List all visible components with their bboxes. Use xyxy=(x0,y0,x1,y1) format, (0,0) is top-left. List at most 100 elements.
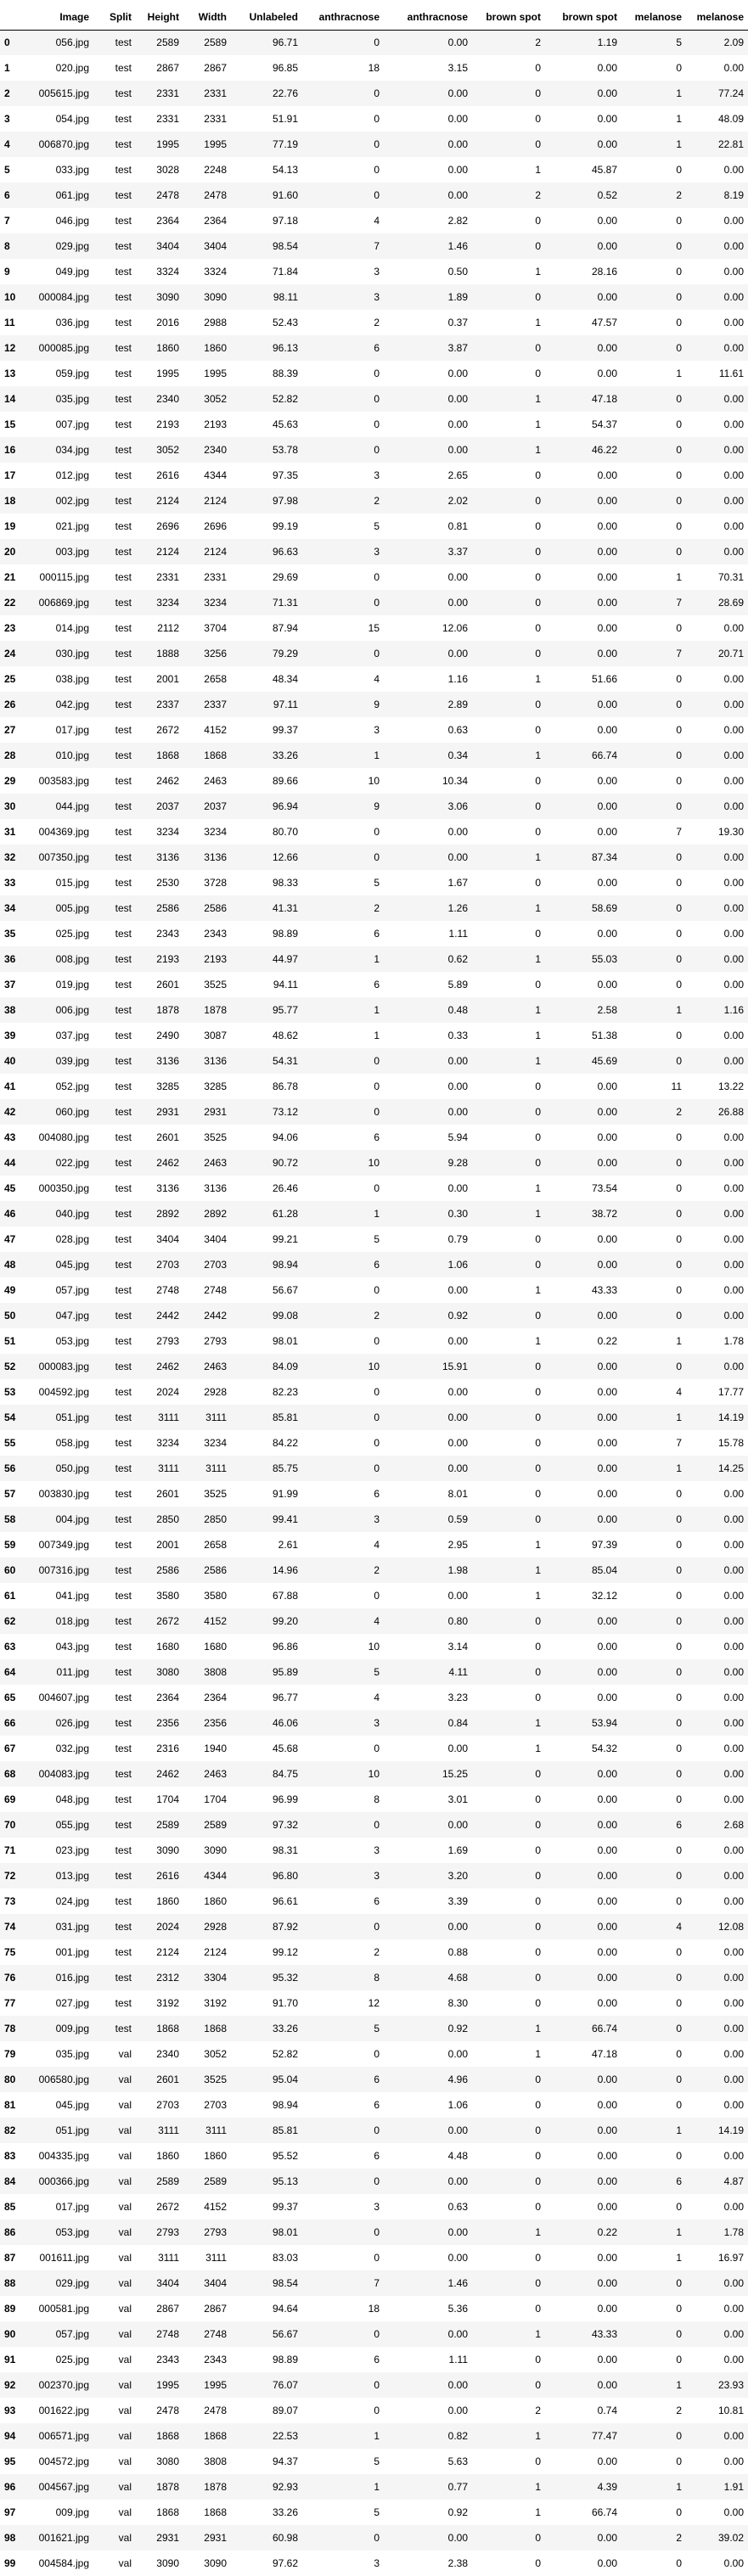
row-index: 14 xyxy=(4,393,16,405)
cell-width: 1995 xyxy=(204,368,227,379)
cell-melanose-percent: 0.00 xyxy=(723,1361,744,1372)
cell-brown-spot-count: 0 xyxy=(535,520,541,532)
cell-brown-spot-percent: 51.38 xyxy=(591,1030,617,1041)
cell-unlabeled: 96.80 xyxy=(272,1870,298,1882)
cell-image: 029.jpg xyxy=(55,2277,89,2289)
cell-split: test xyxy=(115,1080,132,1092)
cell-anthracnose-percent: 1.06 xyxy=(447,1259,468,1271)
cell-height: 3285 xyxy=(156,1080,179,1092)
cell-melanose-count: 0 xyxy=(676,418,682,430)
table-row: 8 029.jpg test 3404 3404 98.54 7 1.46 0 0.00 0 0.00 xyxy=(0,233,748,259)
cell-brown-spot-count: 1 xyxy=(535,444,541,456)
cell-anthracnose-percent: 0.63 xyxy=(447,724,468,736)
cell-anthracnose-percent: 0.80 xyxy=(447,1615,468,1627)
cell-width: 1878 xyxy=(204,2481,227,2493)
cell-melanose-percent: 0.00 xyxy=(723,240,744,252)
row-index: 58 xyxy=(4,1513,16,1525)
table-row: 94 006571.jpg val 1868 1868 22.53 1 0.82 1 77.47 0… xyxy=(0,2423,748,2449)
cell-anthracnose-percent: 0.79 xyxy=(447,1233,468,1245)
cell-image: 007316.jpg xyxy=(38,1564,89,1576)
cell-anthracnose-count: 0 xyxy=(374,2328,380,2340)
cell-split: test xyxy=(115,1386,132,1398)
table-row: 19 021.jpg test 2696 2696 99.19 5 0.81 0 0.00 0 0.0… xyxy=(0,514,748,539)
header-anthracnose-percent: anthracnose xyxy=(384,4,472,31)
cell-split: test xyxy=(115,902,132,914)
cell-split: test xyxy=(115,1870,132,1882)
cell-brown-spot-count: 0 xyxy=(535,1870,541,1882)
cell-image: 002370.jpg xyxy=(38,2379,89,2391)
cell-unlabeled: 94.11 xyxy=(273,979,298,991)
cell-height: 2696 xyxy=(156,520,179,532)
cell-anthracnose-count: 2 xyxy=(374,1946,380,1958)
cell-brown-spot-count: 0 xyxy=(535,62,541,74)
cell-image: 038.jpg xyxy=(55,673,89,685)
cell-brown-spot-count: 1 xyxy=(535,749,541,761)
table-row: 17 012.jpg test 2616 4344 97.35 3 2.65 0 0.00 0 0.0… xyxy=(0,463,748,488)
table-row: 66 026.jpg test 2356 2356 46.06 3 0.84 1 53.94 0 0.… xyxy=(0,1710,748,1736)
cell-melanose-percent: 0.00 xyxy=(723,2048,744,2060)
cell-anthracnose-percent: 1.46 xyxy=(447,240,468,252)
cell-brown-spot-percent: 0.00 xyxy=(597,1233,617,1245)
cell-width: 3304 xyxy=(204,1972,227,1984)
cell-split: test xyxy=(115,546,132,558)
cell-anthracnose-count: 2 xyxy=(374,902,380,914)
table-row: 3 054.jpg test 2331 2331 51.91 0 0.00 0 0.00 1 48.0… xyxy=(0,106,748,132)
cell-unlabeled: 95.52 xyxy=(272,2150,298,2162)
table-row: 30 044.jpg test 2037 2037 96.94 9 3.06 0 0.00 0 0.0… xyxy=(0,794,748,819)
cell-anthracnose-count: 10 xyxy=(368,1361,380,1372)
table-row: 13 059.jpg test 1995 1995 88.39 0 0.00 0 0.00 1 11.… xyxy=(0,361,748,386)
cell-image: 048.jpg xyxy=(55,1793,89,1805)
table-row: 51 053.jpg test 2793 2793 98.01 0 0.00 1 0.22 1 1.7… xyxy=(0,1328,748,1354)
cell-anthracnose-percent: 1.89 xyxy=(447,291,468,303)
cell-melanose-percent: 0.00 xyxy=(723,1513,744,1525)
cell-anthracnose-count: 15 xyxy=(368,622,380,634)
cell-anthracnose-count: 0 xyxy=(374,1743,380,1754)
cell-anthracnose-count: 4 xyxy=(374,215,380,227)
cell-unlabeled: 60.98 xyxy=(272,2532,298,2544)
cell-melanose-count: 0 xyxy=(676,2023,682,2034)
cell-brown-spot-count: 1 xyxy=(535,2023,541,2034)
cell-image: 044.jpg xyxy=(55,800,89,812)
row-index: 99 xyxy=(4,2557,16,2569)
cell-split: test xyxy=(115,1335,132,1347)
cell-brown-spot-count: 0 xyxy=(535,928,541,940)
cell-anthracnose-count: 0 xyxy=(374,1819,380,1831)
cell-unlabeled: 54.31 xyxy=(272,1055,298,1067)
row-index: 93 xyxy=(4,2405,16,2416)
cell-image: 009.jpg xyxy=(55,2506,89,2518)
cell-split: test xyxy=(115,648,132,659)
cell-anthracnose-count: 0 xyxy=(374,1590,380,1602)
table-row: 2 005615.jpg test 2331 2331 22.76 0 0.00 0 0.00 1 7… xyxy=(0,81,748,106)
cell-image: 004584.jpg xyxy=(38,2557,89,2569)
cell-split: test xyxy=(115,1895,132,1907)
cell-brown-spot-count: 0 xyxy=(535,1437,541,1449)
cell-split: val xyxy=(118,2074,132,2085)
row-index: 61 xyxy=(4,1590,16,1602)
cell-width: 3234 xyxy=(204,1437,227,1449)
cell-melanose-percent: 0.00 xyxy=(723,164,744,176)
row-index: 46 xyxy=(4,1208,16,1220)
row-index: 84 xyxy=(4,2175,16,2187)
cell-anthracnose-percent: 1.16 xyxy=(447,673,468,685)
cell-split: test xyxy=(115,699,132,710)
table-row: 73 024.jpg test 1860 1860 96.61 6 3.39 0 0.00 0 0.0… xyxy=(0,1889,748,1914)
cell-melanose-percent: 77.24 xyxy=(717,87,744,99)
cell-melanose-percent: 0.00 xyxy=(723,979,744,991)
cell-brown-spot-count: 2 xyxy=(535,36,541,49)
cell-anthracnose-count: 0 xyxy=(374,2124,380,2136)
cell-anthracnose-percent: 3.15 xyxy=(447,62,468,74)
cell-width: 2589 xyxy=(204,36,227,49)
cell-width: 2658 xyxy=(204,1539,227,1551)
cell-anthracnose-count: 5 xyxy=(374,2455,380,2467)
cell-anthracnose-percent: 4.68 xyxy=(447,1972,468,1984)
cell-width: 2793 xyxy=(204,2226,227,2238)
cell-unlabeled: 77.19 xyxy=(272,138,298,150)
cell-height: 2793 xyxy=(156,1335,179,1347)
cell-image: 003.jpg xyxy=(55,546,89,558)
cell-anthracnose-percent: 0.50 xyxy=(447,266,468,278)
cell-melanose-count: 6 xyxy=(676,1819,682,1831)
cell-brown-spot-count: 0 xyxy=(535,2557,541,2569)
cell-anthracnose-percent: 0.00 xyxy=(447,1462,468,1474)
cell-split: val xyxy=(118,2201,132,2213)
header-split: Split xyxy=(93,4,136,31)
